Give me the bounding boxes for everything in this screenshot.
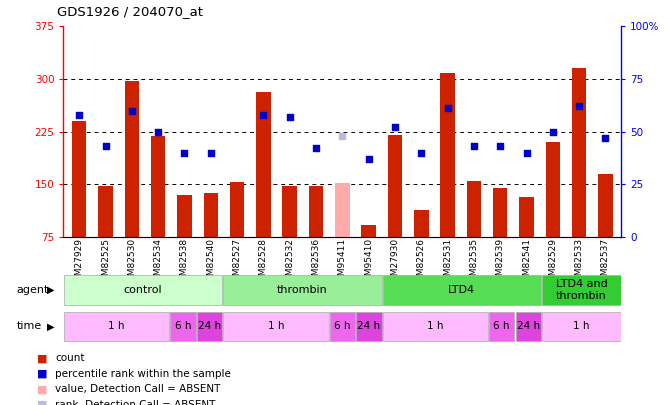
Text: 24 h: 24 h [517,322,540,331]
Point [600,135,611,141]
Text: control: control [124,285,162,295]
Bar [64,275,222,305]
Text: LTD4 and
thrombin: LTD4 and thrombin [556,279,607,301]
Point [337,132,347,139]
Point [389,124,400,131]
Text: 24 h: 24 h [357,322,381,331]
Text: 6 h: 6 h [175,322,191,331]
Bar [223,312,329,341]
Bar [223,275,381,305]
Text: ▶: ▶ [47,322,54,331]
Text: 1 h: 1 h [427,322,444,331]
Bar [72,121,86,237]
Bar [177,195,192,237]
Text: agent: agent [17,285,49,295]
Bar [414,210,428,237]
Text: ■: ■ [37,384,47,394]
Bar [599,174,613,237]
Text: GDS1926 / 204070_at: GDS1926 / 204070_at [57,5,203,18]
Bar [542,275,621,305]
Point [468,143,479,149]
Text: thrombin: thrombin [277,285,328,295]
Point [311,145,321,152]
Bar [335,183,349,237]
Bar [383,312,488,341]
Point [521,149,532,156]
Text: ▶: ▶ [47,285,54,295]
Text: percentile rank within the sample: percentile rank within the sample [55,369,231,379]
Text: time: time [17,322,42,331]
Text: 1 h: 1 h [573,322,590,331]
Text: value, Detection Call = ABSENT: value, Detection Call = ABSENT [55,384,221,394]
Text: ■: ■ [37,400,47,405]
Text: rank, Detection Call = ABSENT: rank, Detection Call = ABSENT [55,400,216,405]
Bar [257,92,271,237]
Point [285,114,295,120]
Bar [467,181,481,237]
Bar [309,185,323,237]
Text: 1 h: 1 h [108,322,125,331]
Bar [204,194,218,237]
Bar [356,312,381,341]
Text: LTD4: LTD4 [448,285,476,295]
Bar [383,275,541,305]
Text: 24 h: 24 h [198,322,221,331]
Text: count: count [55,354,85,363]
Bar [125,81,139,237]
Bar [361,225,376,237]
Point [100,143,111,149]
Bar [542,312,621,341]
Point [548,128,558,135]
Point [179,149,190,156]
Bar [387,135,402,237]
Text: 6 h: 6 h [494,322,510,331]
Point [206,149,216,156]
Bar [329,312,355,341]
Bar [546,142,560,237]
Point [416,149,427,156]
Bar [572,68,587,237]
Bar [516,312,541,341]
Bar [64,312,169,341]
Bar [151,136,166,237]
Text: 6 h: 6 h [334,322,351,331]
Bar [519,197,534,237]
Bar [440,73,455,237]
Text: ■: ■ [37,354,47,363]
Text: 1 h: 1 h [268,322,284,331]
Point [574,103,584,110]
Bar [230,182,244,237]
Point [258,111,269,118]
Point [126,107,137,114]
Point [495,143,506,149]
Bar [197,312,222,341]
Point [74,111,85,118]
Bar [98,185,113,237]
Point [442,105,453,112]
Bar [493,188,508,237]
Point [153,128,164,135]
Bar [170,312,196,341]
Text: ■: ■ [37,369,47,379]
Bar [283,185,297,237]
Bar [489,312,514,341]
Point [363,156,374,162]
